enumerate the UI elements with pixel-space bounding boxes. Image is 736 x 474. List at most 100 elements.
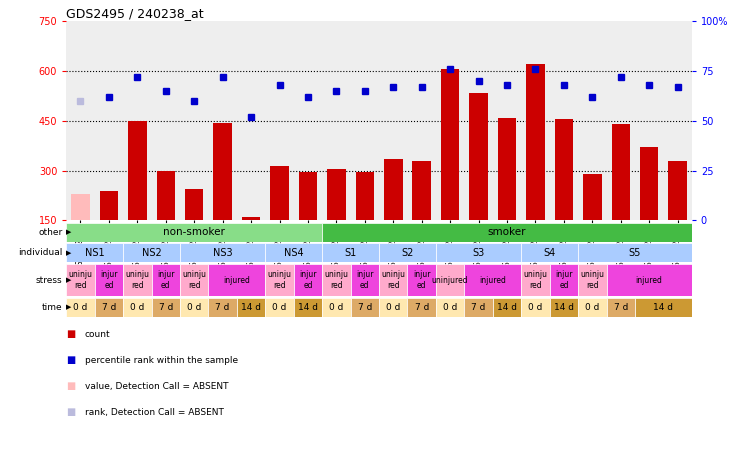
Text: ▶: ▶ (66, 304, 71, 310)
Bar (327, 169, 346, 220)
Bar (322, 243, 379, 262)
Bar (640, 147, 659, 220)
Bar (441, 70, 459, 220)
Text: 14 d: 14 d (241, 303, 261, 311)
Bar (436, 243, 521, 262)
Bar (635, 298, 692, 317)
Bar (379, 264, 408, 296)
Bar (350, 264, 379, 296)
Bar (322, 298, 350, 317)
Text: uninju
red: uninju red (267, 271, 291, 290)
Text: GDS2495 / 240238_at: GDS2495 / 240238_at (66, 7, 204, 20)
Text: NS3: NS3 (213, 247, 233, 258)
Text: time: time (42, 303, 63, 311)
Bar (128, 121, 146, 220)
Text: uninju
red: uninju red (125, 271, 149, 290)
Bar (379, 298, 408, 317)
Bar (152, 298, 180, 317)
Bar (493, 298, 521, 317)
Bar (99, 191, 118, 220)
Text: 0 d: 0 d (528, 303, 542, 311)
Text: uninju
red: uninju red (381, 271, 406, 290)
Bar (436, 298, 464, 317)
Text: 7 d: 7 d (102, 303, 116, 311)
Bar (265, 243, 322, 262)
Bar (123, 243, 180, 262)
Text: 14 d: 14 d (554, 303, 574, 311)
Bar (526, 64, 545, 220)
Bar (66, 264, 95, 296)
Text: injur
ed: injur ed (555, 271, 573, 290)
Text: uninju
red: uninju red (523, 271, 548, 290)
Text: 7 d: 7 d (471, 303, 486, 311)
Text: 7 d: 7 d (614, 303, 628, 311)
Text: injur
ed: injur ed (157, 271, 174, 290)
Bar (270, 166, 289, 220)
Bar (180, 243, 265, 262)
Text: 7 d: 7 d (414, 303, 429, 311)
Text: 0 d: 0 d (386, 303, 400, 311)
Text: 14 d: 14 d (497, 303, 517, 311)
Bar (521, 243, 578, 262)
Bar (498, 118, 516, 220)
Bar (265, 264, 294, 296)
Bar (521, 264, 550, 296)
Text: injur
ed: injur ed (413, 271, 431, 290)
Bar (208, 298, 237, 317)
Text: 0 d: 0 d (443, 303, 457, 311)
Text: ■: ■ (66, 381, 76, 392)
Text: S3: S3 (473, 247, 485, 258)
Text: uninju
red: uninju red (580, 271, 604, 290)
Bar (436, 264, 464, 296)
Text: individual: individual (18, 248, 63, 257)
Bar (180, 264, 208, 296)
Text: uninju
red: uninju red (325, 271, 348, 290)
Text: 14 d: 14 d (298, 303, 318, 311)
Text: S4: S4 (543, 247, 556, 258)
Text: 0 d: 0 d (272, 303, 287, 311)
Bar (555, 119, 573, 220)
Bar (242, 217, 261, 220)
Text: NS4: NS4 (284, 247, 303, 258)
Bar (123, 298, 152, 317)
Bar (265, 298, 294, 317)
Bar (213, 123, 232, 220)
Bar (578, 243, 692, 262)
Text: ■: ■ (66, 407, 76, 418)
Text: ■: ■ (66, 329, 76, 339)
Bar (550, 264, 578, 296)
Bar (464, 264, 521, 296)
Bar (578, 298, 606, 317)
Text: non-smoker: non-smoker (163, 227, 225, 237)
Text: injur
ed: injur ed (300, 271, 316, 290)
Text: S5: S5 (629, 247, 641, 258)
Bar (464, 298, 493, 317)
Bar (408, 264, 436, 296)
Text: 0 d: 0 d (329, 303, 344, 311)
Bar (578, 264, 606, 296)
Text: 14 d: 14 d (654, 303, 673, 311)
Bar (95, 264, 123, 296)
Text: stress: stress (36, 276, 63, 284)
Text: S1: S1 (344, 247, 357, 258)
Text: other: other (38, 228, 63, 237)
Text: ▶: ▶ (66, 250, 71, 255)
Bar (66, 298, 95, 317)
Bar (237, 298, 265, 317)
Bar (152, 264, 180, 296)
Bar (294, 264, 322, 296)
Text: 0 d: 0 d (74, 303, 88, 311)
Bar (583, 174, 601, 220)
Text: injur
ed: injur ed (100, 271, 118, 290)
Text: 7 d: 7 d (158, 303, 173, 311)
Text: injur
ed: injur ed (356, 271, 374, 290)
Bar (157, 171, 175, 220)
Text: NS2: NS2 (141, 247, 161, 258)
Text: 0 d: 0 d (187, 303, 202, 311)
Text: 0 d: 0 d (130, 303, 144, 311)
Bar (185, 189, 203, 220)
Text: smoker: smoker (488, 227, 526, 237)
Text: value, Detection Call = ABSENT: value, Detection Call = ABSENT (85, 382, 228, 391)
Bar (294, 298, 322, 317)
Bar (66, 223, 322, 242)
